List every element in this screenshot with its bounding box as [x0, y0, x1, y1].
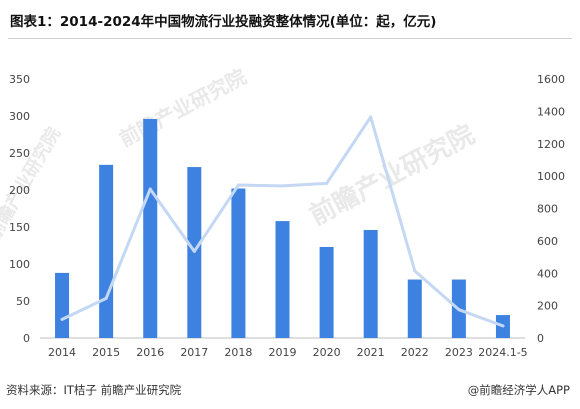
line-point [104, 296, 108, 300]
line-point [501, 324, 505, 328]
line-point [148, 187, 152, 191]
bar [275, 221, 290, 338]
y-right-tick-label: 0 [537, 332, 544, 345]
line-point [192, 249, 196, 253]
x-tick-label: 2017 [180, 346, 208, 359]
line-point [236, 183, 240, 187]
x-tick-label: 2023 [445, 346, 473, 359]
y-left-tick-label: 200 [9, 184, 30, 197]
chart-title: 图表1：2014-2024年中国物流行业投融资整体情况(单位：起，亿元) [10, 14, 437, 30]
line-point [325, 181, 329, 185]
line-point [413, 269, 417, 273]
y-right-tick-label: 1400 [537, 105, 565, 118]
y-left-tick-label: 50 [16, 295, 30, 308]
x-tick-label: 2015 [92, 346, 120, 359]
bar [407, 279, 422, 338]
line-point [60, 317, 64, 321]
y-right-tick-label: 800 [537, 203, 558, 216]
y-right-tick-label: 1600 [537, 73, 565, 86]
y-left-tick-label: 250 [9, 147, 30, 160]
x-tick-label: 2022 [401, 346, 429, 359]
line-point [281, 184, 284, 188]
bar [99, 164, 114, 338]
bar [363, 229, 378, 338]
x-tick-label: 2024.1-5 [478, 346, 527, 359]
source-note: 资料来源：IT桔子 前瞻产业研究院 [6, 383, 182, 397]
bar [55, 272, 70, 338]
line-point [457, 308, 461, 312]
credit-note: @前瞻经济学人APP [467, 383, 570, 397]
line-point [369, 115, 373, 119]
x-tick-label: 2018 [224, 346, 252, 359]
bar [231, 188, 246, 338]
y-right-tick-label: 200 [537, 300, 558, 313]
y-left-tick-label: 300 [9, 110, 30, 123]
x-tick-label: 2019 [269, 346, 297, 359]
x-tick-label: 2021 [357, 346, 385, 359]
title-divider [8, 38, 572, 39]
bar [319, 246, 334, 338]
x-tick-label: 2014 [48, 346, 76, 359]
y-left-tick-label: 0 [23, 332, 30, 345]
bar [143, 118, 158, 339]
y-right-tick-label: 400 [537, 267, 558, 280]
y-left-tick-label: 150 [9, 221, 30, 234]
y-right-tick-label: 1200 [537, 138, 565, 151]
x-tick-label: 2016 [136, 346, 164, 359]
y-right-tick-label: 1000 [537, 170, 565, 183]
y-left-tick-label: 100 [9, 258, 30, 271]
y-right-tick-label: 600 [537, 235, 558, 248]
y-left-tick-label: 350 [9, 73, 30, 86]
x-tick-label: 2020 [313, 346, 341, 359]
